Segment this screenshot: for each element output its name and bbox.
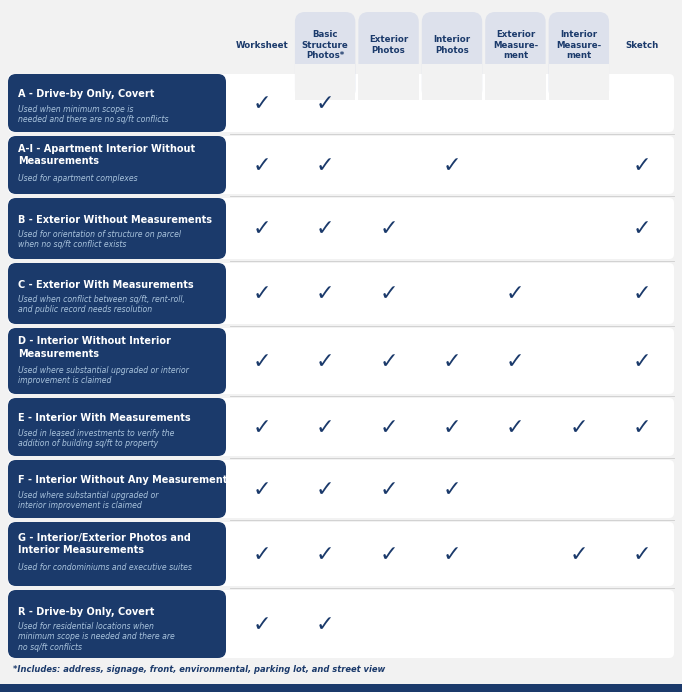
Text: ✓: ✓ (443, 156, 461, 176)
Text: Exterior
Photos: Exterior Photos (369, 35, 409, 55)
Text: ✓: ✓ (379, 545, 398, 565)
Text: ✓: ✓ (633, 545, 651, 565)
Text: Used where substantial upgraded or
interior improvement is claimed: Used where substantial upgraded or inter… (18, 491, 158, 510)
Text: ✓: ✓ (569, 418, 588, 438)
FancyBboxPatch shape (8, 590, 674, 658)
Text: ✓: ✓ (379, 219, 398, 239)
Text: ✓: ✓ (316, 94, 334, 114)
Text: ✓: ✓ (379, 418, 398, 438)
Text: ✓: ✓ (252, 615, 271, 635)
Text: ✓: ✓ (316, 156, 334, 176)
FancyBboxPatch shape (8, 136, 674, 194)
Text: ✓: ✓ (633, 418, 651, 438)
Text: Used where substantial upgraded or interior
improvement is claimed: Used where substantial upgraded or inter… (18, 366, 189, 385)
Bar (548, 64, 609, 100)
Text: ✓: ✓ (443, 545, 461, 565)
Text: Used for apartment complexes: Used for apartment complexes (18, 174, 138, 183)
FancyBboxPatch shape (8, 522, 226, 586)
Bar (295, 64, 355, 100)
Text: Interior
Measure-
ment: Interior Measure- ment (557, 30, 602, 60)
Text: ✓: ✓ (316, 545, 334, 565)
Text: ✓: ✓ (252, 156, 271, 176)
Text: R - Drive-by Only, Covert: R - Drive-by Only, Covert (18, 607, 154, 617)
FancyBboxPatch shape (8, 522, 674, 586)
FancyBboxPatch shape (8, 398, 226, 456)
FancyBboxPatch shape (8, 136, 226, 194)
Text: Used in leased investments to verify the
addition of building sq/ft to property: Used in leased investments to verify the… (18, 428, 175, 448)
Bar (485, 64, 546, 100)
Text: A - Drive-by Only, Covert: A - Drive-by Only, Covert (18, 89, 154, 99)
Text: ✓: ✓ (252, 284, 271, 304)
Text: ✓: ✓ (506, 352, 524, 372)
FancyBboxPatch shape (8, 590, 226, 658)
Text: Basic
Structure
Photos*: Basic Structure Photos* (301, 30, 349, 60)
Text: ✓: ✓ (316, 418, 334, 438)
Text: ✓: ✓ (316, 219, 334, 239)
Text: ✓: ✓ (252, 418, 271, 438)
FancyBboxPatch shape (8, 198, 226, 259)
Text: ✓: ✓ (379, 352, 398, 372)
Text: Sketch: Sketch (625, 41, 659, 50)
Text: *Includes: address, signage, front, environmental, parking lot, and street view: *Includes: address, signage, front, envi… (13, 665, 385, 674)
Text: ✓: ✓ (379, 284, 398, 304)
Bar (358, 64, 419, 100)
FancyBboxPatch shape (8, 460, 226, 518)
FancyBboxPatch shape (8, 398, 674, 456)
FancyBboxPatch shape (8, 198, 674, 259)
Text: ✓: ✓ (252, 545, 271, 565)
Text: G - Interior/Exterior Photos and
Interior Measurements: G - Interior/Exterior Photos and Interio… (18, 533, 191, 555)
FancyBboxPatch shape (8, 328, 226, 394)
Text: ✓: ✓ (379, 480, 398, 500)
Text: ✓: ✓ (443, 418, 461, 438)
Text: Used for orientation of structure on parcel
when no sq/ft conflict exists: Used for orientation of structure on par… (18, 230, 181, 249)
Text: Worksheet: Worksheet (235, 41, 288, 50)
FancyBboxPatch shape (8, 263, 674, 324)
Text: ✓: ✓ (316, 480, 334, 500)
Bar (0, 684, 682, 692)
Text: ✓: ✓ (443, 480, 461, 500)
Text: Used when conflict between sq/ft, rent-roll,
and public record needs resolution: Used when conflict between sq/ft, rent-r… (18, 295, 185, 314)
Text: Used for condominiums and executive suites: Used for condominiums and executive suit… (18, 563, 192, 572)
Text: ✓: ✓ (569, 545, 588, 565)
Text: Used when minimum scope is
needed and there are no sq/ft conflicts: Used when minimum scope is needed and th… (18, 104, 168, 124)
Bar (421, 64, 482, 100)
FancyBboxPatch shape (8, 74, 674, 132)
FancyBboxPatch shape (421, 12, 482, 100)
Text: ✓: ✓ (506, 418, 524, 438)
Text: ✓: ✓ (316, 352, 334, 372)
Text: D - Interior Without Interior
Measurements: D - Interior Without Interior Measuremen… (18, 336, 171, 358)
Text: ✓: ✓ (506, 284, 524, 304)
Text: ✓: ✓ (633, 352, 651, 372)
Text: ✓: ✓ (252, 94, 271, 114)
Text: Interior
Photos: Interior Photos (434, 35, 471, 55)
FancyBboxPatch shape (358, 12, 419, 100)
Text: ✓: ✓ (316, 284, 334, 304)
FancyBboxPatch shape (8, 460, 674, 518)
FancyBboxPatch shape (8, 263, 226, 324)
Text: ✓: ✓ (633, 284, 651, 304)
Text: Exterior
Measure-
ment: Exterior Measure- ment (493, 30, 538, 60)
Text: Used for residential locations when
minimum scope is needed and there are
no sq/: Used for residential locations when mini… (18, 622, 175, 652)
FancyBboxPatch shape (295, 12, 355, 100)
FancyBboxPatch shape (8, 328, 674, 394)
FancyBboxPatch shape (485, 12, 546, 100)
Text: A-I - Apartment Interior Without
Measurements: A-I - Apartment Interior Without Measure… (18, 144, 195, 166)
Text: ✓: ✓ (443, 352, 461, 372)
FancyBboxPatch shape (8, 74, 226, 132)
Text: ✓: ✓ (633, 156, 651, 176)
Text: ✓: ✓ (252, 480, 271, 500)
FancyBboxPatch shape (548, 12, 609, 100)
Text: ✓: ✓ (252, 352, 271, 372)
Text: B - Exterior Without Measurements: B - Exterior Without Measurements (18, 215, 212, 225)
Text: E - Interior With Measurements: E - Interior With Measurements (18, 413, 191, 424)
Text: ✓: ✓ (633, 219, 651, 239)
Text: ✓: ✓ (252, 219, 271, 239)
Text: F - Interior Without Any Measurements: F - Interior Without Any Measurements (18, 475, 233, 485)
Text: ✓: ✓ (316, 615, 334, 635)
Text: C - Exterior With Measurements: C - Exterior With Measurements (18, 280, 194, 290)
